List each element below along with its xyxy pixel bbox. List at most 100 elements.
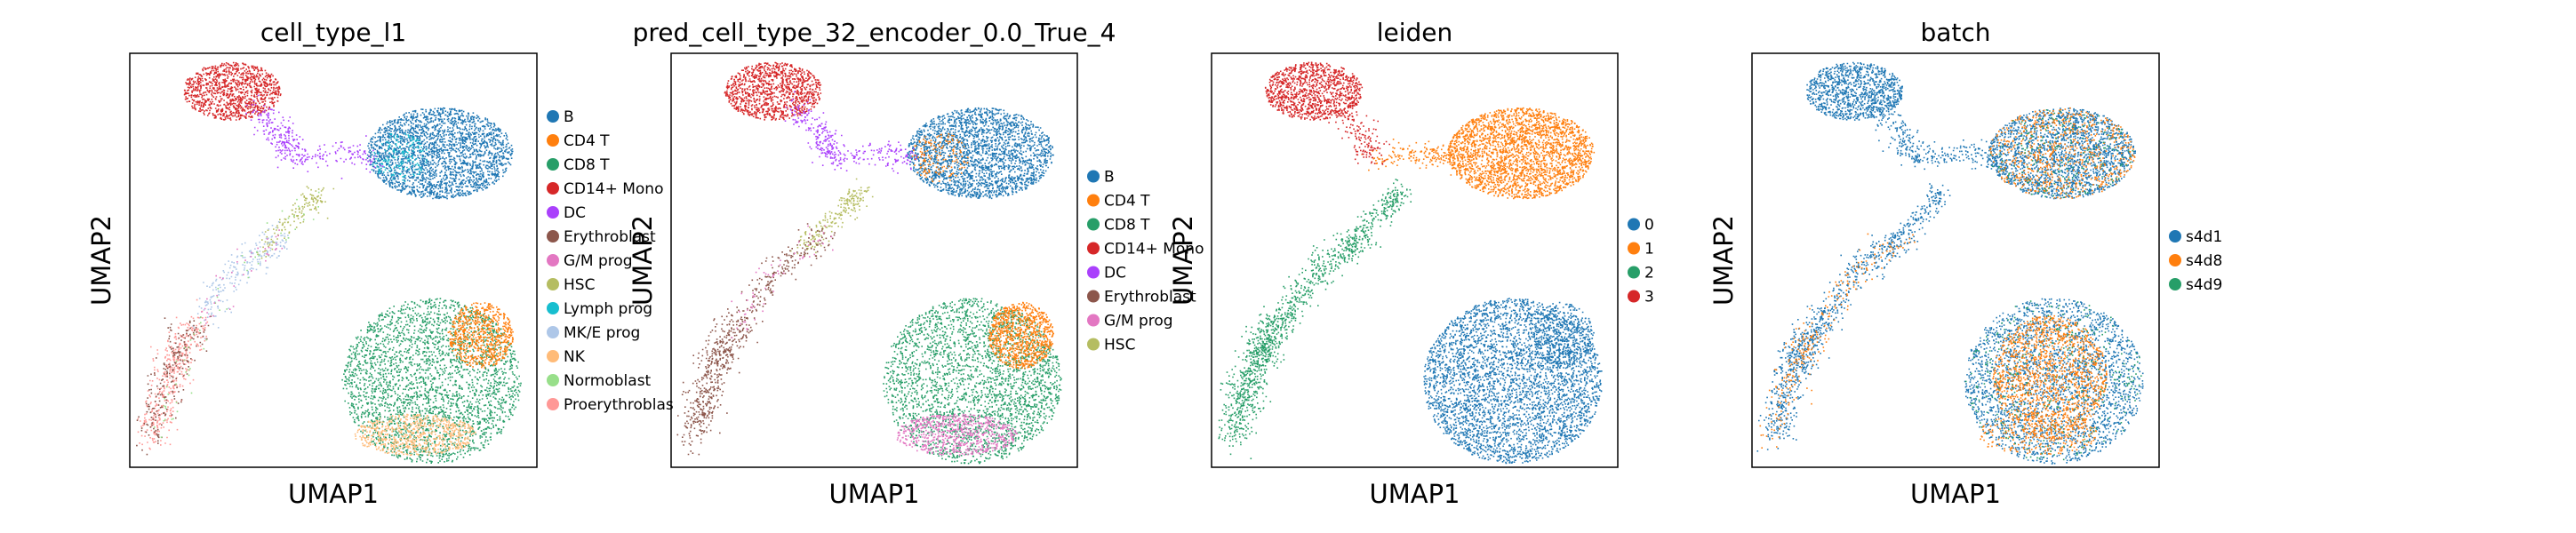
point-group-dc (245, 94, 307, 169)
y-axis-label: UMAP2 (86, 215, 116, 306)
legend-marker (2169, 230, 2181, 243)
legend-marker (1628, 266, 1640, 279)
point-group-s4d1 (1806, 61, 1903, 121)
legend-item: HSC (547, 276, 595, 294)
point-group-cd4-t (911, 133, 969, 183)
point-group-normoblast (154, 191, 320, 439)
legend-marker (547, 326, 559, 338)
legend-label: s4d9 (2186, 276, 2222, 294)
legend-label: CD8 T (564, 156, 610, 174)
point-group-s4d1 (1988, 107, 2136, 200)
legend-label: 2 (1644, 265, 1654, 282)
x-axis-label: UMAP1 (288, 479, 379, 509)
legend-item: B (547, 108, 574, 126)
legend: B CD4 T CD8 T CD14+ Mono DC Erythroblast G/M p… (1087, 169, 1204, 354)
legend-marker (2169, 278, 2181, 290)
scatter-points (676, 61, 1062, 465)
legend-item: 0 (1628, 217, 1654, 235)
legend-marker (1087, 338, 1100, 351)
panel-3: leiden UMAP1 UMAP2 0 1 2 3 (1168, 18, 1654, 509)
panel-4: batch UMAP1 UMAP2 s4d1 s4d8 s4d9 (1708, 18, 2222, 509)
plot-frame (1211, 52, 1619, 468)
legend-item: 1 (1628, 241, 1654, 259)
point-group-dc (784, 91, 846, 171)
legend-label: HSC (564, 276, 595, 294)
legend-marker (1628, 290, 1640, 303)
x-axis-label: UMAP1 (1369, 479, 1460, 509)
legend-marker (1087, 290, 1100, 303)
legend-label: NK (564, 348, 586, 366)
legend-item: NK (547, 348, 586, 366)
legend-marker (547, 158, 559, 171)
legend-label: DC (564, 204, 586, 222)
scatter-points (1218, 61, 1603, 465)
legend-marker (547, 302, 559, 314)
point-group-erythroblast (676, 308, 758, 456)
legend-marker (1087, 170, 1100, 183)
plot-frame (670, 52, 1078, 468)
legend-item: 2 (1628, 265, 1654, 282)
legend-marker (1628, 218, 1640, 231)
legend-item: MK/E prog (547, 324, 640, 342)
legend-item: G/M prog (547, 252, 633, 270)
point-group-s4d1 (1756, 306, 1839, 452)
panel-title: cell_type_l1 (260, 18, 406, 47)
point-group-cd8-t (341, 298, 522, 464)
panel-title: pred_cell_type_32_encoder_0.0_True_4 (633, 18, 1116, 47)
legend-marker (547, 206, 559, 219)
legend-marker (547, 110, 559, 123)
legend-label: s4d8 (2186, 252, 2222, 270)
legend-label: CD8 T (1104, 217, 1150, 235)
legend-label: DC (1104, 265, 1126, 282)
point-group-leiden3 (1264, 61, 1364, 121)
point-group-s4d1 (1964, 298, 2144, 465)
point-group-hsc (790, 178, 874, 256)
legend-item: Erythroblast (1087, 289, 1196, 306)
legend-label: B (1104, 169, 1115, 187)
y-axis-label: UMAP2 (1708, 215, 1739, 306)
legend-label: 3 (1644, 289, 1654, 306)
point-group-b (907, 107, 1054, 200)
legend-marker (547, 230, 559, 243)
legend-label: G/M prog (564, 252, 633, 270)
point-group-cd8-t (883, 298, 1062, 465)
legend-marker (1087, 242, 1100, 255)
legend-item: CD8 T (1087, 217, 1150, 235)
legend-item: Erythroblast (547, 228, 656, 246)
legend-item: s4d1 (2169, 228, 2222, 246)
legend-item: B (1087, 169, 1115, 187)
point-group-proerythroblast (137, 298, 209, 450)
legend-item: Proerythroblas (547, 396, 674, 414)
panel-title: batch (1920, 18, 1990, 47)
point-group-leiden2 (1218, 306, 1301, 459)
legend-marker (547, 182, 559, 195)
legend-marker (1087, 266, 1100, 279)
legend-label: s4d1 (2186, 228, 2222, 246)
point-group-s4d1 (1908, 139, 2009, 171)
legend-item: CD4 T (547, 132, 610, 150)
legend-marker (547, 374, 559, 386)
legend-label: Normoblast (564, 372, 652, 390)
x-axis-label: UMAP1 (1910, 479, 2001, 509)
legend-label: Erythroblast (564, 228, 656, 246)
point-group-leiden3 (1326, 91, 1390, 165)
point-group-hsc (256, 186, 335, 259)
scatter-points (136, 61, 522, 464)
point-group-cd4-t (447, 302, 514, 369)
point-group-s4d8 (1820, 233, 1916, 337)
legend-item: HSC (1087, 337, 1135, 354)
legend-label: 0 (1644, 217, 1654, 235)
legend: 0 1 2 3 (1628, 217, 1654, 306)
point-group-leiden0 (1529, 301, 1595, 369)
legend-label: MK/E prog (564, 324, 640, 342)
legend-item: s4d8 (2169, 252, 2222, 270)
legend-marker (547, 278, 559, 290)
point-group-leiden2 (1335, 179, 1412, 252)
legend-item: DC (547, 204, 586, 222)
legend-marker (1087, 218, 1100, 231)
point-group-leiden2 (1263, 226, 1381, 340)
panel-2: pred_cell_type_32_encoder_0.0_True_4 UMAP… (628, 18, 1204, 509)
point-group-leiden1 (1447, 107, 1596, 200)
x-axis-label: UMAP1 (828, 479, 919, 509)
